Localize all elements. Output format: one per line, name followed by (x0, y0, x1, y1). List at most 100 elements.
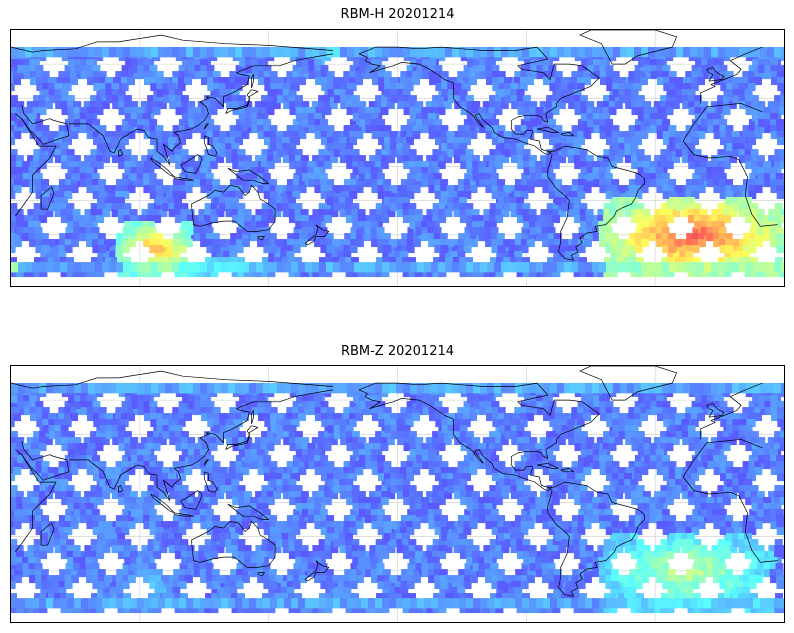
swath-cell (403, 107, 412, 116)
swath-cell (172, 47, 180, 58)
swath-cell (39, 269, 48, 278)
swath-cell (529, 101, 538, 110)
swath-cell (243, 269, 252, 278)
swath-cell (305, 47, 313, 58)
swath-cell (363, 269, 372, 278)
swath-cell (529, 47, 537, 58)
swath-cell (586, 227, 595, 236)
swath-cell (11, 401, 16, 410)
swath-cell (60, 215, 69, 224)
swath-cell (41, 131, 50, 140)
swath-cell (174, 149, 183, 158)
swath-cell (350, 173, 359, 182)
swath-cell (736, 131, 745, 140)
swath-cell (343, 191, 352, 200)
swath-cell (768, 269, 777, 278)
swath-cell (292, 407, 301, 416)
swath-cell (412, 131, 421, 140)
swath-cell (559, 251, 568, 260)
swath-cell (13, 125, 22, 134)
swath-cell (608, 161, 617, 170)
swath-cell (697, 179, 706, 188)
swath-cell (159, 155, 168, 164)
swath-cell (98, 179, 107, 188)
swath-cell (776, 185, 784, 194)
swath-cell (485, 71, 494, 80)
swath-cell (699, 155, 708, 164)
swath-cell (469, 179, 478, 188)
swath-cell (699, 209, 708, 218)
swath-cell (262, 257, 270, 266)
swath-cell (355, 185, 364, 194)
swath-cell (294, 155, 303, 164)
swath-cell (628, 191, 637, 200)
swath-cell (571, 179, 580, 188)
swath-cell (159, 545, 168, 554)
swath-cell (707, 179, 716, 188)
swath-cell (11, 83, 15, 92)
swath-cell (193, 173, 202, 182)
swath-cell (546, 95, 555, 104)
swath-cell (516, 203, 525, 212)
swath-cell (546, 203, 555, 212)
swath-cell (66, 269, 75, 278)
swath-cell (327, 143, 336, 152)
swath-cell (374, 161, 383, 170)
swath-cell (219, 149, 228, 158)
swath-cell (459, 203, 468, 212)
swath-cell (712, 167, 721, 176)
swath-cell (610, 251, 619, 260)
swath-cell (146, 221, 155, 230)
swath-cell (742, 239, 751, 248)
swath-cell (358, 167, 367, 176)
swath-cell (35, 191, 44, 200)
swath-cell (256, 47, 264, 58)
swath-cell (241, 131, 250, 140)
swath-cell (282, 257, 290, 266)
swath-cell (289, 161, 298, 170)
swath-cell (717, 155, 726, 164)
swath-cell (301, 221, 310, 230)
swath-cell (11, 419, 15, 428)
swath-cell (427, 173, 436, 182)
swath-cell (192, 215, 201, 224)
swath-cell (307, 233, 316, 242)
swath-cell (42, 89, 51, 98)
swath-cell (346, 107, 355, 116)
swath-cell (775, 257, 783, 266)
swath-cell (255, 215, 264, 224)
swath-layer (11, 47, 784, 278)
swath-cell (90, 539, 99, 548)
swath-cell (282, 89, 291, 98)
swath-cell (153, 431, 162, 440)
swath-cell (432, 95, 441, 104)
swath-cell (66, 215, 75, 224)
swath-cell (586, 221, 595, 230)
swath-cell (604, 173, 613, 182)
swath-cell (561, 83, 570, 92)
swath-cell (186, 47, 194, 58)
swath-cell (571, 185, 580, 194)
swath-cell (298, 71, 307, 80)
swath-cell (159, 491, 168, 500)
swath-cell (542, 59, 551, 68)
swath-cell (780, 95, 784, 104)
swath-cell (174, 203, 183, 212)
swath-cell (681, 203, 690, 212)
swath-cell (744, 269, 753, 278)
swath-cell (687, 149, 696, 158)
swath-cell (286, 467, 295, 476)
swath-cell (339, 257, 347, 266)
swath-cell (158, 101, 167, 110)
swath-cell (402, 149, 411, 158)
swath-cell (174, 269, 183, 278)
swath-cell (650, 59, 659, 68)
swath-cell (724, 233, 733, 242)
swath-cell (48, 203, 57, 212)
swath-cell (634, 191, 643, 200)
swath-cell (514, 245, 523, 254)
swath-cell (381, 155, 390, 164)
swath-cell (64, 179, 73, 188)
swath-cell (349, 71, 358, 80)
swath-cell (681, 197, 689, 206)
